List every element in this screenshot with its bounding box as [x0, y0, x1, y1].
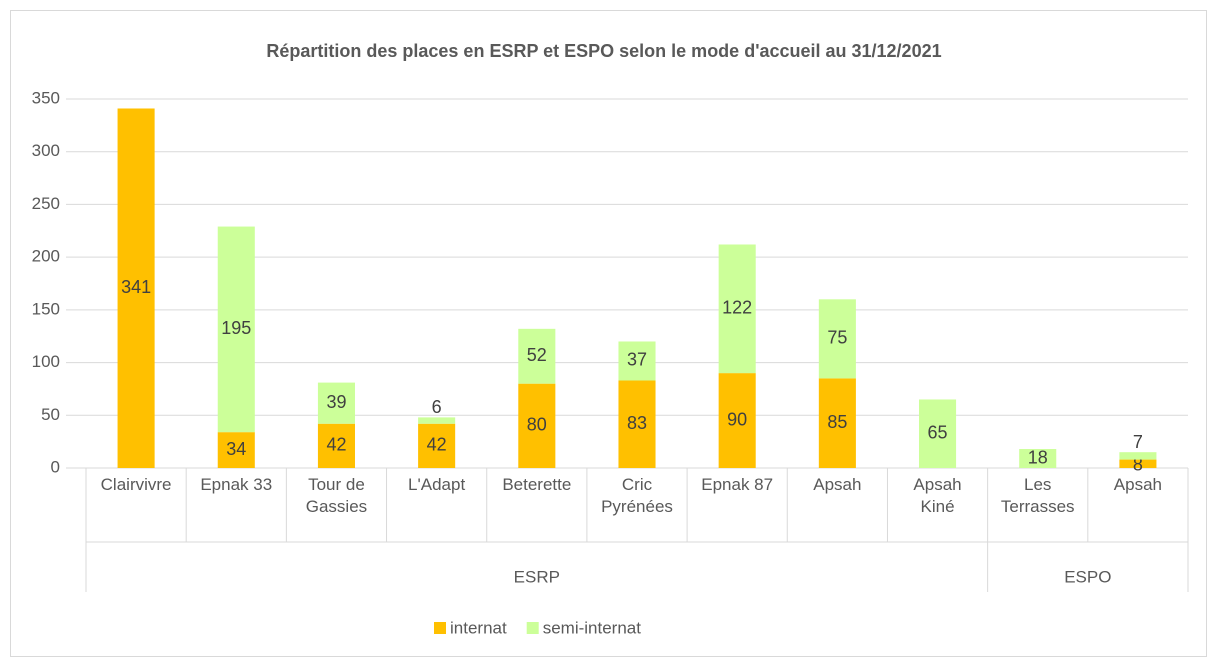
bar-segment — [217, 226, 255, 433]
bar-segment — [818, 299, 856, 379]
y-tick-label: 100 — [32, 352, 60, 371]
data-label: 83 — [627, 413, 647, 433]
legend-label: internat — [450, 618, 507, 637]
data-label: 39 — [326, 392, 346, 412]
chart-border — [10, 10, 1207, 657]
x-tick-label: Beterette — [502, 475, 572, 494]
data-label: 80 — [527, 415, 547, 435]
data-label: 65 — [928, 422, 948, 442]
data-label: 42 — [326, 435, 346, 455]
data-label: 6 — [432, 397, 442, 417]
bar-segment — [217, 432, 255, 468]
y-tick-label: 350 — [32, 88, 60, 107]
y-tick-label: 0 — [51, 457, 60, 476]
y-tick-label: 150 — [32, 299, 60, 318]
bar-segment — [1019, 449, 1057, 468]
data-label: 18 — [1028, 447, 1048, 467]
bar-segment — [117, 108, 155, 468]
bar-segment — [1119, 452, 1157, 460]
data-label: 90 — [727, 409, 747, 429]
x-tick-label: L'Adapt — [408, 475, 466, 494]
legend-swatch — [434, 622, 446, 634]
bar-segment — [317, 423, 355, 468]
y-tick-label: 50 — [41, 405, 60, 424]
y-tick-label: 250 — [32, 194, 60, 213]
x-tick-label: Apsah — [813, 475, 862, 494]
group-label: ESRP — [514, 567, 560, 586]
bar-segment — [919, 399, 957, 468]
data-label: 34 — [226, 439, 246, 459]
data-label: 52 — [527, 345, 547, 365]
bar-segment — [1119, 459, 1157, 468]
group-label: ESPO — [1064, 567, 1111, 586]
bar-segment — [618, 341, 656, 381]
data-label: 42 — [427, 435, 447, 455]
x-tick-label: Cric Pyrénées — [601, 475, 673, 516]
data-label: 8 — [1133, 455, 1143, 475]
bar-segment — [618, 380, 656, 468]
data-label: 7 — [1133, 432, 1143, 452]
x-tick-label: Apsah — [1113, 475, 1162, 494]
legend-label: semi-internat — [543, 618, 642, 637]
x-tick-label: Les Terrasses — [1000, 475, 1075, 516]
bar-segment — [718, 373, 756, 468]
y-tick-label: 300 — [32, 141, 60, 160]
data-label: 341 — [121, 277, 151, 297]
bar-segment — [518, 383, 556, 468]
x-tick-label: Epnak 87 — [701, 475, 774, 494]
data-label: 85 — [827, 412, 847, 432]
x-tick-label: Clairvivre — [100, 475, 172, 494]
bar-segment — [317, 382, 355, 424]
x-tick-label: Apsah Kiné — [913, 475, 962, 516]
chart-title: Répartition des places en ESRP et ESPO s… — [266, 41, 941, 61]
bar-segment — [418, 423, 456, 468]
y-tick-label: 200 — [32, 247, 60, 266]
bar-segment — [518, 328, 556, 384]
data-label: 37 — [627, 350, 647, 370]
bar-segment — [818, 378, 856, 468]
data-label: 75 — [827, 328, 847, 348]
x-tick-label: Epnak 33 — [200, 475, 273, 494]
data-label: 122 — [722, 298, 752, 318]
x-tick-label: Tour de Gassies — [305, 475, 368, 516]
data-label: 195 — [221, 318, 251, 338]
legend-swatch — [526, 622, 539, 634]
bar-segment — [718, 244, 756, 374]
bar-segment — [418, 417, 456, 424]
